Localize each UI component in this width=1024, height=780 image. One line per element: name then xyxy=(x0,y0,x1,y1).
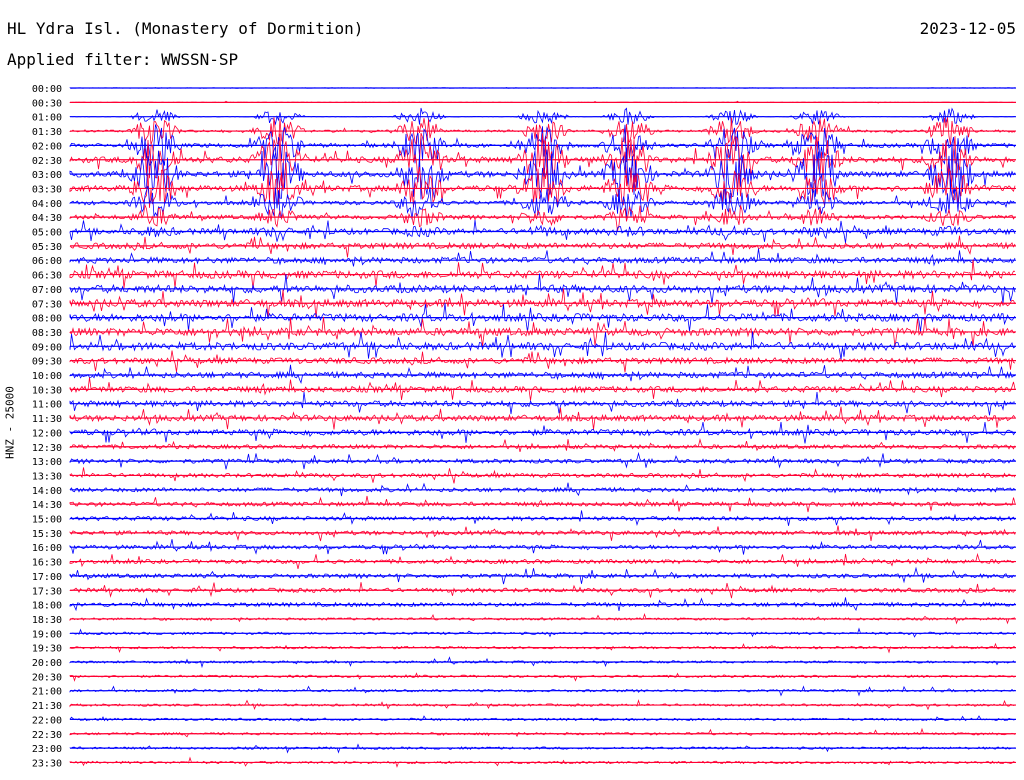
trace-row-1130 xyxy=(69,406,1016,430)
trace-row-1800 xyxy=(69,597,1016,612)
time-label-1030: 10:30 xyxy=(32,385,62,396)
time-label-0700: 07:00 xyxy=(32,285,62,296)
trace-row-2230 xyxy=(69,727,1016,738)
time-label-0030: 00:30 xyxy=(32,98,62,109)
time-label-1500: 15:00 xyxy=(32,515,62,526)
time-label-0930: 09:30 xyxy=(32,357,62,368)
trace-row-0830 xyxy=(69,316,1016,348)
trace-row-1330 xyxy=(69,467,1016,484)
time-label-0230: 02:30 xyxy=(32,156,62,167)
trace-row-0800 xyxy=(69,302,1016,332)
time-label-1430: 14:30 xyxy=(32,500,62,511)
time-label-2230: 22:30 xyxy=(32,730,62,741)
trace-row-1530 xyxy=(69,525,1016,542)
trace-row-1000 xyxy=(69,364,1016,384)
time-label-1630: 16:30 xyxy=(32,558,62,569)
trace-row-1430 xyxy=(69,495,1016,513)
time-label-2030: 20:30 xyxy=(32,672,62,683)
time-label-1130: 11:30 xyxy=(32,414,62,425)
time-label-1230: 12:30 xyxy=(32,443,62,454)
time-label-0000: 00:00 xyxy=(32,84,62,95)
time-label-1600: 16:00 xyxy=(32,543,62,554)
trace-row-0430 xyxy=(69,203,1016,232)
time-label-1530: 15:30 xyxy=(32,529,62,540)
time-label-2000: 20:00 xyxy=(32,658,62,669)
time-label-0130: 01:30 xyxy=(32,127,62,138)
time-label-0200: 02:00 xyxy=(32,141,62,152)
trace-row-0230 xyxy=(69,131,1016,191)
time-label-1700: 17:00 xyxy=(32,572,62,583)
time-label-0900: 09:00 xyxy=(32,342,62,353)
time-labels: 00:00 00:30 01:00 01:30 02:00 02:30 03:00 03:30… xyxy=(32,84,62,769)
trace-row-2200 xyxy=(69,715,1016,722)
time-label-1330: 13:30 xyxy=(32,471,62,482)
trace-row-0930 xyxy=(69,350,1016,373)
time-label-2200: 22:00 xyxy=(32,715,62,726)
trace-row-1200 xyxy=(69,422,1016,444)
trace-row-0600 xyxy=(69,248,1016,267)
time-label-1400: 14:00 xyxy=(32,486,62,497)
time-label-1930: 19:30 xyxy=(32,644,62,655)
trace-row-0530 xyxy=(69,235,1016,258)
time-label-1000: 10:00 xyxy=(32,371,62,382)
time-label-1900: 19:00 xyxy=(32,629,62,640)
time-label-1200: 12:00 xyxy=(32,428,62,439)
time-label-0600: 06:00 xyxy=(32,256,62,267)
time-label-0800: 08:00 xyxy=(32,314,62,325)
station-title: HL Ydra Isl. (Monastery of Dormition) xyxy=(7,19,364,38)
trace-row-0400 xyxy=(69,185,1016,220)
time-label-2300: 23:00 xyxy=(32,744,62,755)
time-label-0300: 03:00 xyxy=(32,170,62,181)
time-label-0730: 07:30 xyxy=(32,299,62,310)
date-label: 2023-12-05 xyxy=(919,19,1016,38)
time-label-1300: 13:00 xyxy=(32,457,62,468)
time-label-1800: 18:00 xyxy=(32,601,62,612)
time-label-0630: 06:30 xyxy=(32,271,62,282)
time-label-0330: 03:30 xyxy=(32,184,62,195)
time-label-1730: 17:30 xyxy=(32,586,62,597)
trace-lines xyxy=(69,87,1016,768)
trace-row-0730 xyxy=(69,288,1016,319)
time-label-1830: 18:30 xyxy=(32,615,62,626)
time-label-0530: 05:30 xyxy=(32,242,62,253)
trace-row-1730 xyxy=(69,582,1016,599)
time-label-2330: 23:30 xyxy=(32,758,62,769)
time-label-0500: 05:00 xyxy=(32,228,62,239)
filter-label: Applied filter: WWSSN-SP xyxy=(7,50,239,69)
time-label-0100: 01:00 xyxy=(32,113,62,124)
time-label-2130: 21:30 xyxy=(32,701,62,712)
time-label-0430: 04:30 xyxy=(32,213,62,224)
time-label-0400: 04:00 xyxy=(32,199,62,210)
time-label-1100: 11:00 xyxy=(32,400,62,411)
trace-row-0900 xyxy=(69,331,1016,360)
time-label-2100: 21:00 xyxy=(32,687,62,698)
trace-row-1300 xyxy=(69,451,1016,470)
trace-row-1230 xyxy=(69,438,1016,453)
time-label-0830: 08:30 xyxy=(32,328,62,339)
